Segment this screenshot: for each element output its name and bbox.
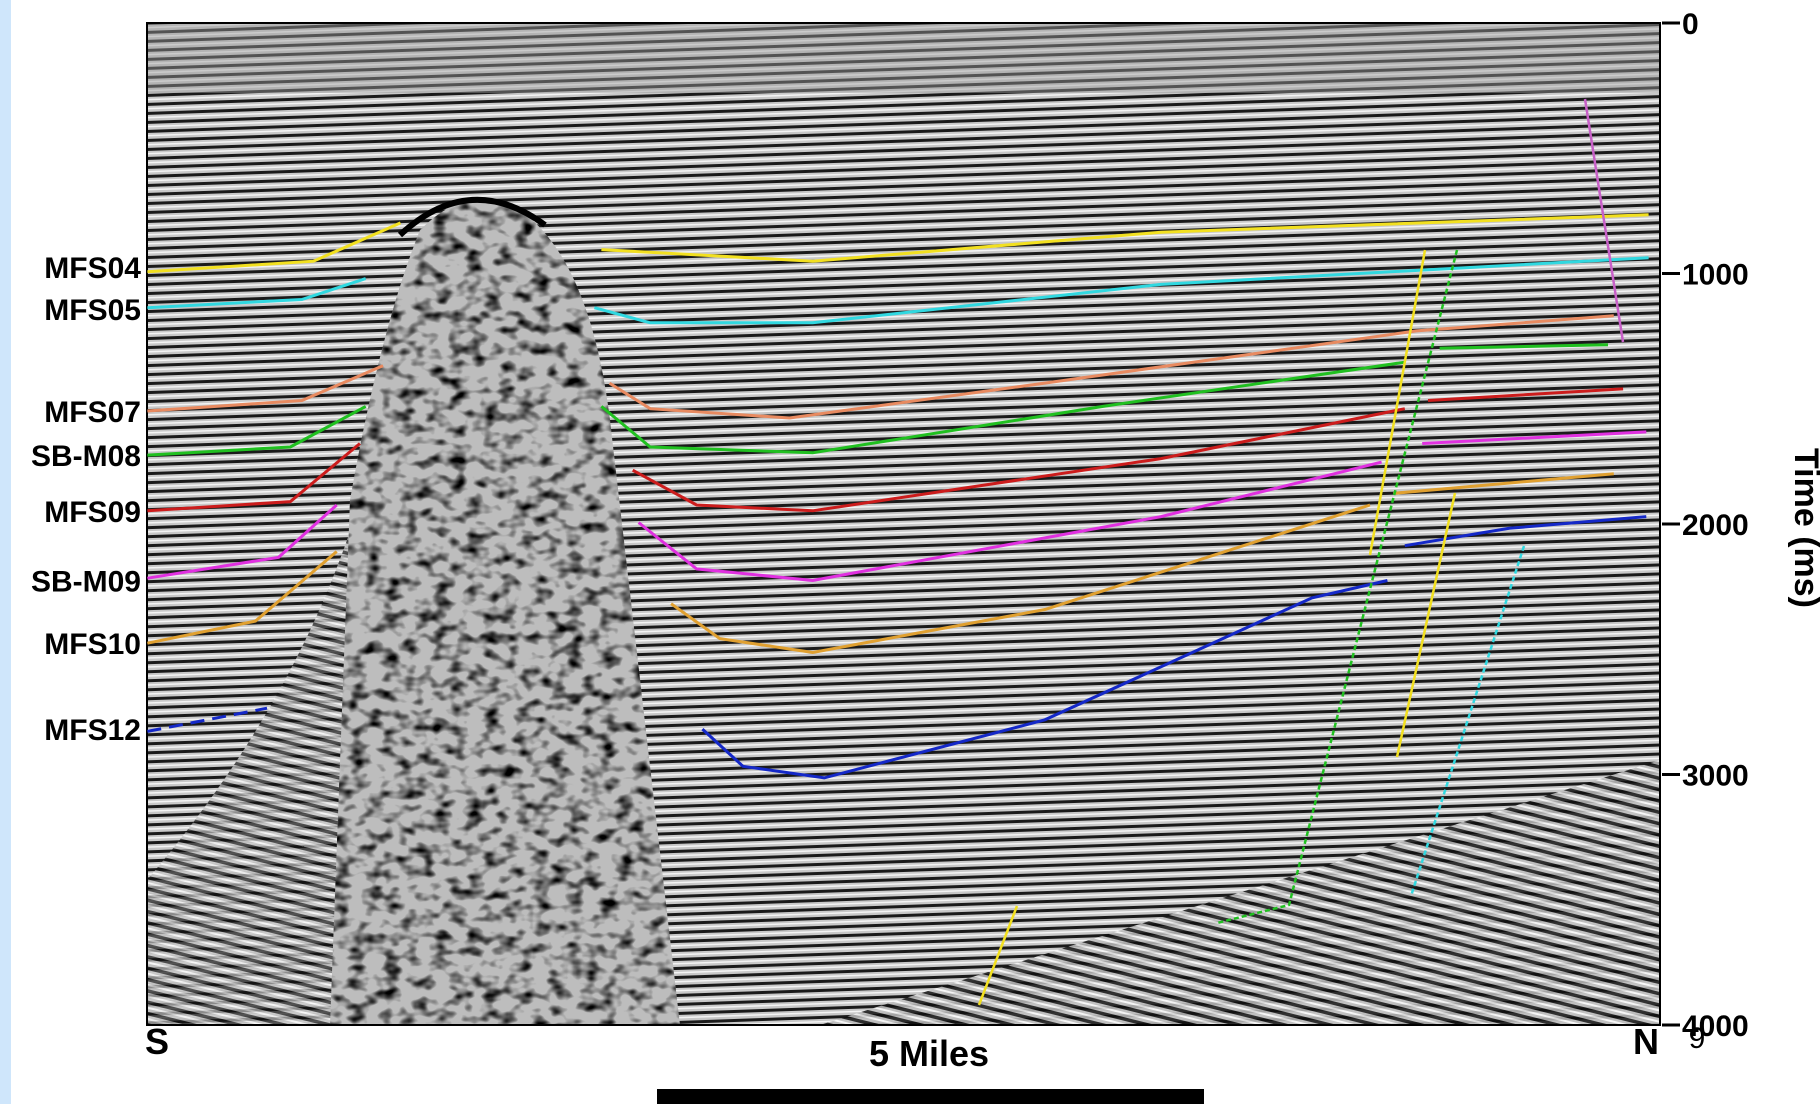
right-label: N [1633, 1021, 1659, 1062]
axis-title: Time (ms) [1787, 448, 1820, 608]
seismic-section [147, 23, 1660, 1025]
horizon-label: MFS05 [44, 294, 141, 327]
horizon-label: SB-M09 [31, 566, 141, 599]
tick-label: 1000 [1682, 259, 1749, 292]
horizon-labels: MFS04 MFS05 MFS07 SB-M08 MFS09 SB-M09 MFS10 MFS… [31, 252, 141, 747]
scale-bar [657, 1089, 1204, 1104]
horizon-label: MFS10 [44, 628, 141, 661]
page: MFS04 MFS05 MFS07 SB-M08 MFS09 SB-M09 MFS10 MFS… [0, 0, 1820, 1104]
tick-label: 3000 [1682, 760, 1749, 793]
horizon-label: MFS07 [44, 396, 141, 429]
horizon-label: MFS12 [44, 714, 141, 747]
side-strip [0, 0, 11, 1104]
left-label: S [145, 1021, 169, 1062]
page-number: 9 [1689, 1022, 1706, 1055]
tick-label: 2000 [1682, 509, 1749, 542]
scale-bar-label: 5 Miles [869, 1033, 989, 1074]
figure: MFS04 MFS05 MFS07 SB-M08 MFS09 SB-M09 MFS10 MFS… [0, 0, 1820, 1104]
horizon-label: MFS04 [44, 252, 141, 285]
tick-label: 0 [1682, 8, 1699, 41]
horizon-label: SB-M08 [31, 440, 141, 473]
horizon-label: MFS09 [44, 496, 141, 529]
